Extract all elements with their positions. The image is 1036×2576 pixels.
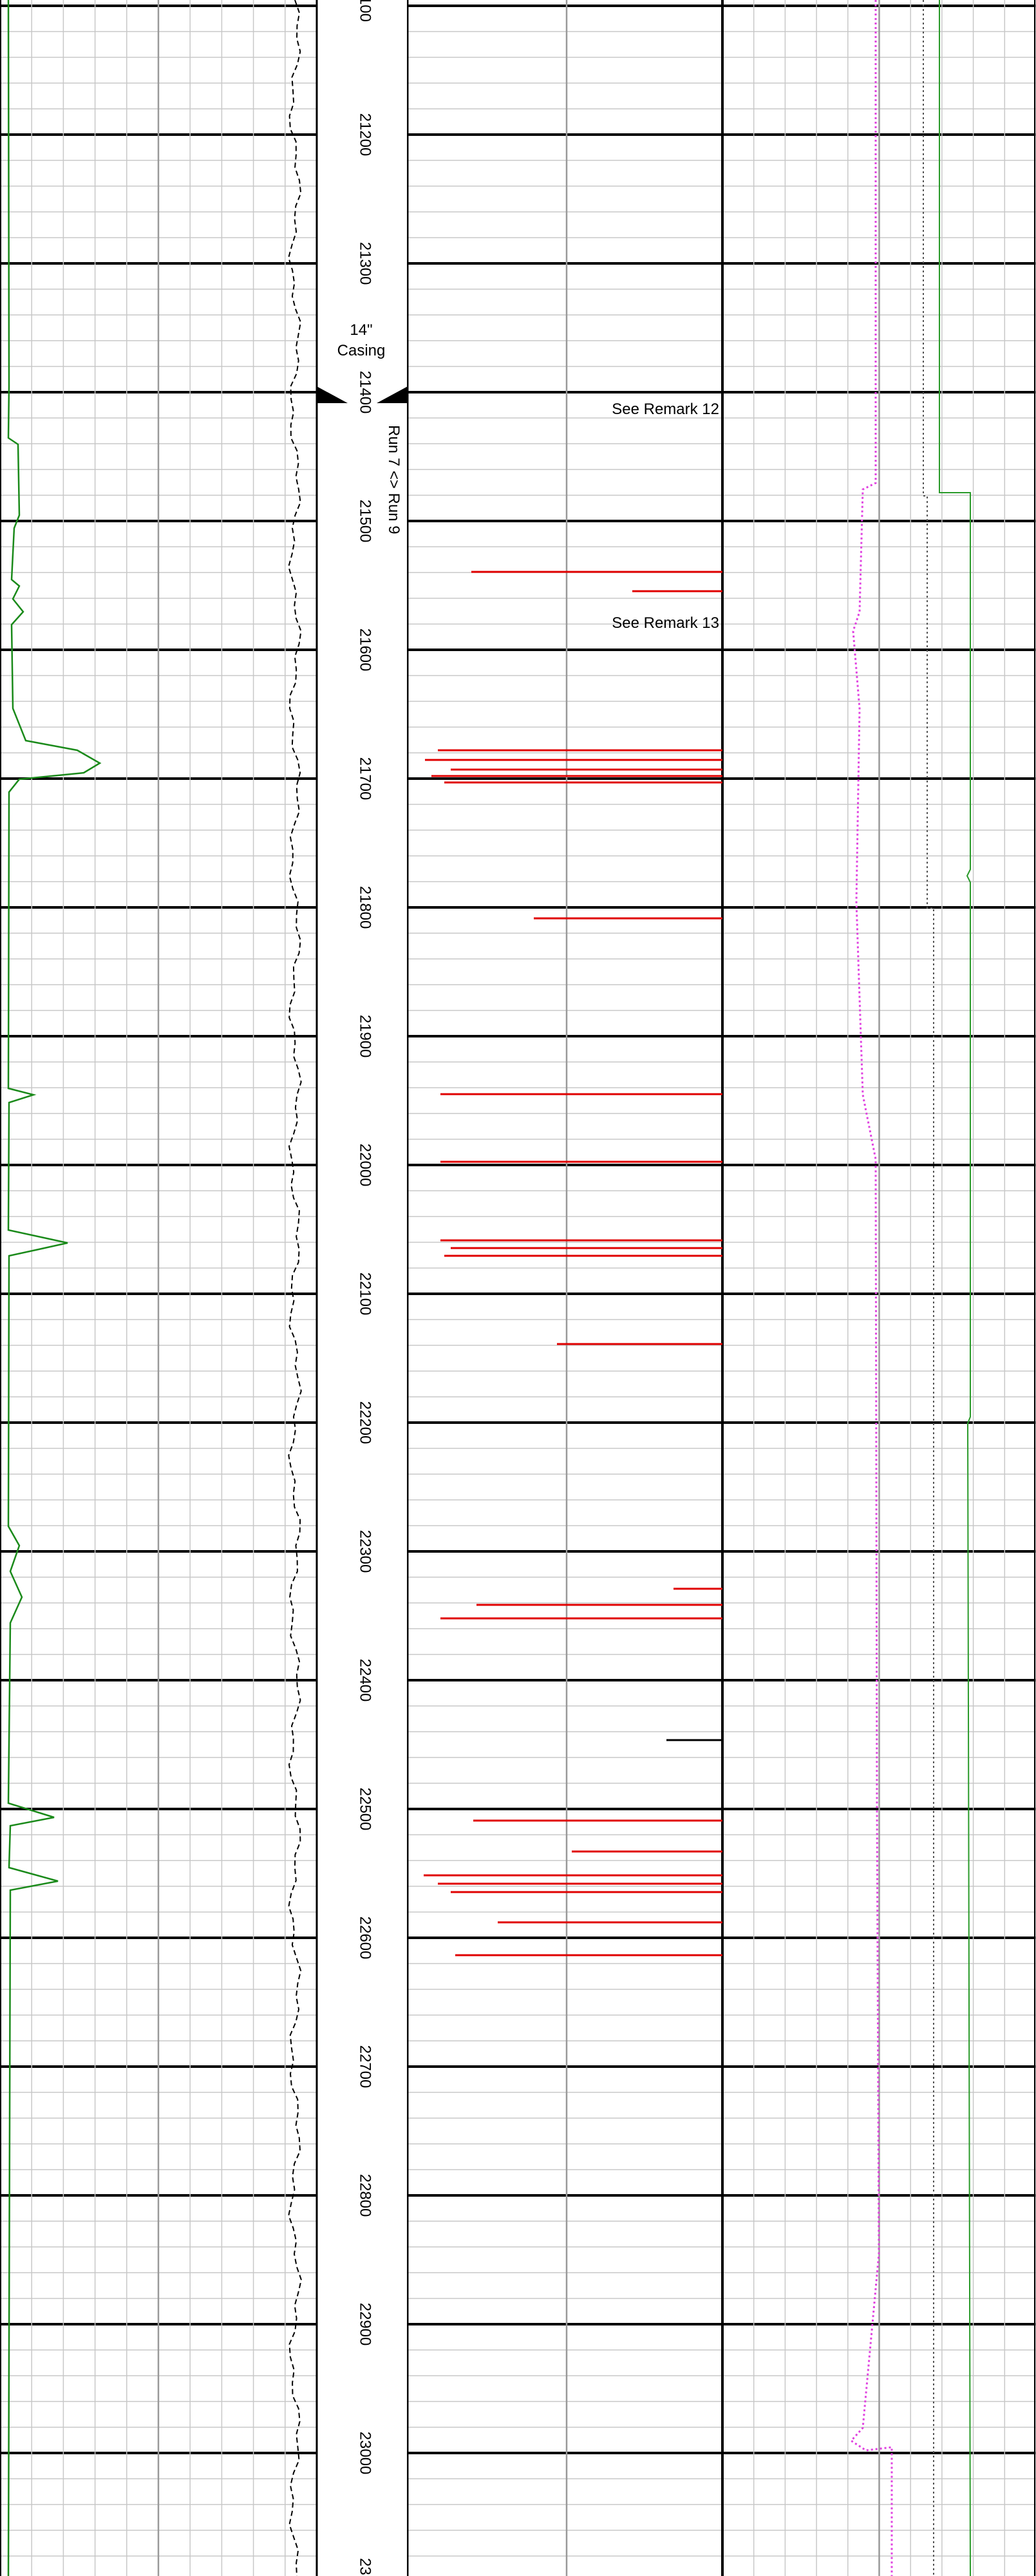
depth-label: 22000	[357, 1144, 374, 1187]
depth-label: 23000	[357, 2432, 374, 2475]
depth-label: 23	[357, 2558, 374, 2575]
depth-label: 21700	[357, 757, 374, 800]
casing-shoe	[377, 386, 408, 403]
depth-label: 22600	[357, 1917, 374, 1960]
depth-label: 22700	[357, 2045, 374, 2088]
remark: See Remark 12	[612, 401, 719, 418]
gray-curve	[923, 0, 934, 2576]
labels: 14" Casing Run 7 <> Run 9 See Remark 12 …	[337, 0, 719, 2575]
depth-label: 22200	[357, 1401, 374, 1444]
gamma-curve	[7, 0, 102, 2576]
depth-label: 22800	[357, 2174, 374, 2217]
depth-label: 21300	[357, 242, 374, 285]
depth-track-bg	[318, 0, 407, 2576]
depth-label: 22500	[357, 1788, 374, 1831]
depth-label: 21800	[357, 886, 374, 929]
depth-label: 22400	[357, 1659, 374, 1702]
depth-label: 100	[357, 0, 374, 22]
green-curve	[939, 0, 971, 2576]
depth-track	[317, 0, 408, 2576]
casing-label: Casing	[337, 342, 386, 359]
magenta-curve	[849, 0, 893, 2576]
casing-size: 14"	[350, 321, 372, 339]
depth-label: 22300	[357, 1530, 374, 1573]
remark: See Remark 13	[612, 614, 719, 632]
casing-shoe	[317, 386, 348, 403]
depth-label: 22900	[357, 2303, 374, 2346]
depth-label: 21600	[357, 629, 374, 672]
depth-label: 22100	[357, 1273, 374, 1316]
depth-label: 21400	[357, 371, 374, 414]
red-traces	[424, 571, 722, 1956]
run-label: Run 7 <> Run 9	[385, 425, 402, 534]
depth-label: 21500	[357, 500, 374, 543]
depth-label: 21900	[357, 1015, 374, 1058]
resistivity-curve	[288, 0, 302, 2576]
depth-label: 21200	[357, 113, 374, 156]
curves	[7, 0, 971, 2576]
